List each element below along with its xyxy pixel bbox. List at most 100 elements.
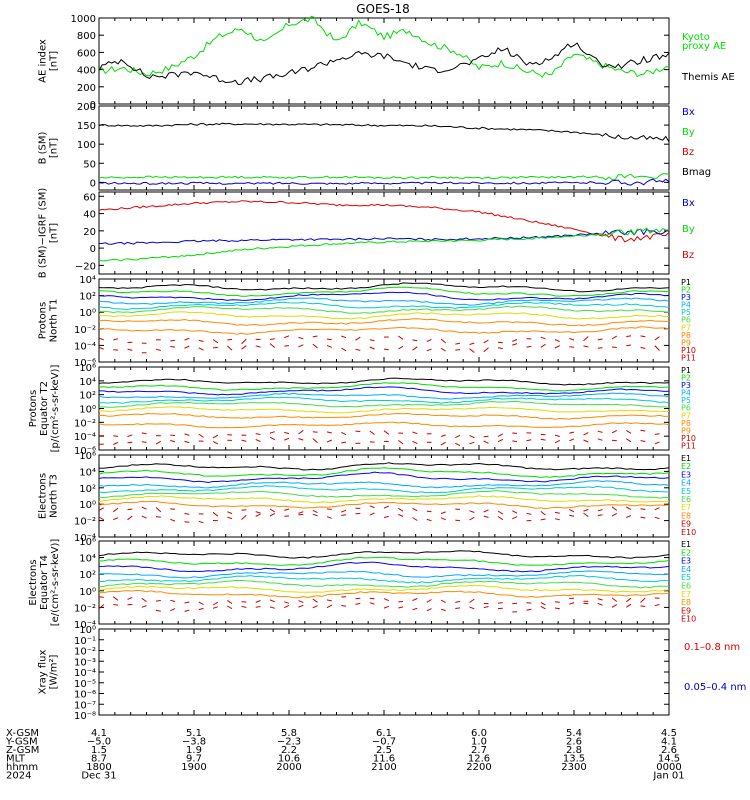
channel-label: P2 (681, 374, 691, 383)
channel-line (326, 431, 332, 434)
channel-line (512, 602, 518, 605)
channel-line (369, 430, 375, 435)
channel-line (369, 339, 375, 342)
channel-label: P9 (681, 338, 691, 347)
ephemeris-value: 1900 (181, 762, 206, 773)
y-tick-label: 60 (83, 192, 96, 203)
channel-line (184, 513, 190, 515)
y-tick-label: 10⁰ (79, 625, 96, 636)
channel-line (298, 438, 304, 441)
channel-line (170, 439, 176, 443)
channel-label: P7 (681, 411, 691, 420)
y-axis-label: Electrons (28, 559, 39, 605)
panel-1: 0 50 100 150 200 B (SM) [nT] Bx By Bz Bmag (38, 102, 711, 191)
channel-line (269, 431, 275, 434)
channel-line (512, 516, 518, 520)
y-axis-label: North T3 (49, 474, 60, 518)
channel-line (255, 433, 261, 435)
legend-label: Bx (682, 198, 695, 209)
channel-label: P3 (681, 381, 691, 390)
ephemeris-value: 2200 (466, 762, 491, 773)
channel-label: P8 (681, 419, 691, 428)
channel-line (98, 282, 670, 293)
ephemeris-row-label: MLT (6, 754, 26, 765)
channel-label: P6 (681, 316, 691, 325)
channel-line (155, 516, 161, 518)
channel-line (241, 345, 247, 350)
channel-line (341, 509, 347, 513)
channel-line (554, 339, 561, 343)
channel-line (98, 326, 670, 335)
channel-line (597, 598, 603, 601)
ephemeris-value: 2000 (276, 762, 301, 773)
y-tick-label: 50 (83, 159, 96, 170)
series-line (98, 173, 670, 181)
channel-line (184, 601, 190, 604)
channel-line (212, 606, 218, 609)
channel-line (170, 346, 176, 348)
channel-line (141, 605, 147, 608)
y-axis-label: Protons (28, 390, 39, 427)
y-tick-label: 10⁻² (74, 603, 96, 614)
channel-line (440, 347, 446, 352)
channel-line (127, 508, 133, 511)
channel-line (127, 515, 133, 521)
channel-line (626, 429, 632, 434)
legend-label: By (682, 224, 695, 235)
channel-line (540, 343, 546, 348)
legend-label: Themis AE (681, 72, 735, 83)
channel-line (113, 435, 119, 437)
channel-label: P1 (681, 366, 691, 375)
channel-line (198, 601, 204, 606)
y-tick-label: 40 (83, 210, 96, 221)
channel-line (398, 507, 404, 512)
channel-line (341, 514, 347, 516)
ephemeris-value: −0.7 (372, 737, 396, 748)
channel-label: E8 (681, 598, 691, 607)
channel-line (469, 434, 475, 439)
channel-line (440, 441, 446, 446)
channel-line (98, 500, 670, 510)
channel-line (455, 434, 461, 439)
channel-label: E4 (681, 479, 691, 488)
channel-line (540, 602, 546, 606)
y-axis-label: North T1 (49, 299, 60, 343)
channel-line (212, 339, 219, 344)
channel-line (497, 438, 504, 443)
channel-line (412, 607, 418, 611)
channel-line (170, 608, 176, 612)
channel-line (98, 406, 669, 414)
channel-line (269, 338, 275, 340)
series-line (98, 200, 670, 243)
channel-line (141, 441, 147, 443)
channel-line (583, 345, 589, 348)
ephemeris-value: 1.9 (186, 745, 202, 756)
channel-line (611, 429, 618, 434)
figure-title: GOES-18 (356, 2, 410, 16)
channel-line (184, 345, 190, 349)
ephemeris-value: 11.6 (373, 754, 395, 765)
channel-line (341, 604, 347, 607)
channel-line (112, 596, 119, 601)
channel-line (98, 421, 670, 429)
channel-line (383, 605, 389, 609)
ephemeris-row-label: hhmm (6, 762, 38, 773)
channel-line (369, 597, 375, 600)
channel-line (312, 509, 318, 514)
channel-line (326, 439, 333, 443)
channel-line (355, 336, 361, 341)
channel-line (99, 386, 670, 396)
channel-line (226, 345, 233, 351)
y-tick-label: 10⁶ (79, 537, 96, 548)
channel-label: P5 (681, 308, 691, 317)
channel-line (512, 440, 518, 443)
channel-line (583, 509, 589, 512)
y-tick-label: 10² (79, 391, 96, 402)
y-axis-label: B (SM)−IGRF (SM) (38, 188, 49, 279)
ephemeris-value: 14.5 (658, 754, 680, 765)
channel-line (497, 433, 504, 437)
channel-line (640, 508, 646, 510)
channel-line (98, 286, 670, 297)
